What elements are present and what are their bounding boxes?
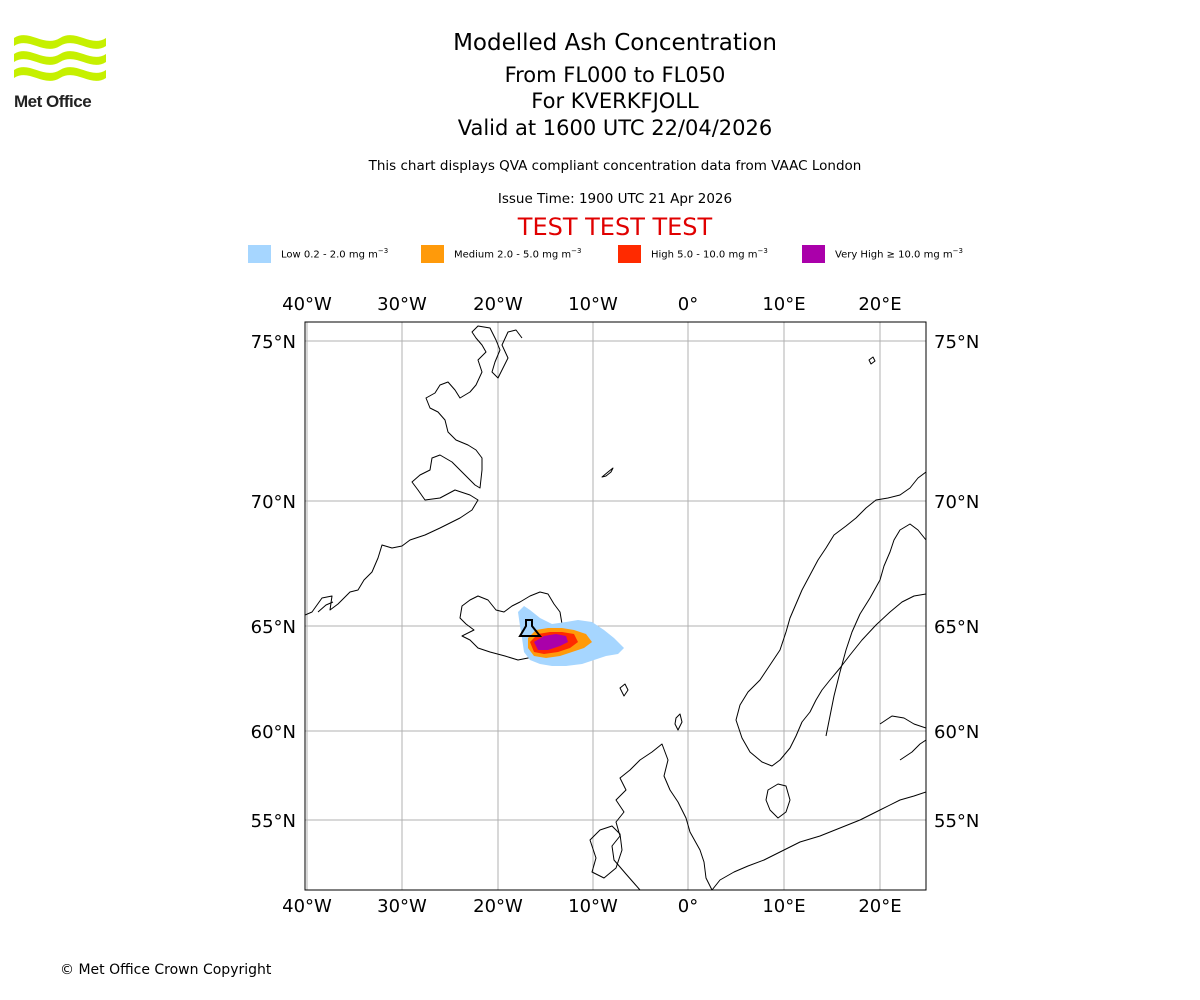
flight-level-range: From FL000 to FL050: [504, 63, 726, 87]
lon-tick-label-bottom: 10°W: [568, 896, 618, 917]
lat-tick-label-left: 55°N: [251, 811, 296, 832]
greenland-inlet: [317, 601, 334, 613]
ireland: [589, 825, 623, 879]
lat-tick-label-left: 75°N: [251, 332, 296, 353]
great-britain: [611, 743, 713, 890]
lat-tick-label-right: 70°N: [934, 492, 979, 513]
shetland: [674, 713, 683, 731]
ash-plume: [518, 606, 624, 666]
scandinavia: [735, 471, 926, 767]
legend-swatch-medium: [421, 245, 444, 263]
legend-swatch-very-high: [802, 245, 825, 263]
lat-tick-label-right: 75°N: [934, 332, 979, 353]
legend-item-high: High 5.0 - 10.0 mg m−3: [618, 244, 768, 264]
greenland-coast: [305, 325, 523, 616]
issue-time: Issue Time: 1900 UTC 21 Apr 2026: [497, 191, 733, 207]
lon-tick-label-bottom: 30°W: [377, 896, 427, 917]
legend-label-high: High 5.0 - 10.0 mg m: [651, 249, 758, 261]
legend-item-very-high: Very High ≥ 10.0 mg m−3: [802, 244, 963, 264]
denmark: [765, 783, 791, 819]
lon-tick-label-bottom: 0°: [678, 896, 698, 917]
copyright-notice: © Met Office Crown Copyright: [60, 962, 272, 978]
lon-tick-label-top: 10°E: [762, 294, 805, 315]
lat-tick-label-left: 65°N: [251, 617, 296, 638]
scandinavia-east: [825, 523, 926, 737]
legend-label-very-high: Very High ≥ 10.0 mg m: [835, 249, 953, 261]
lon-tick-label-top: 0°: [678, 294, 698, 315]
faroe-islands: [619, 683, 629, 697]
legend-swatch-low: [248, 245, 271, 263]
chart-description: This chart displays QVA compliant concen…: [368, 158, 862, 174]
map-frame: [304, 321, 927, 891]
lon-tick-label-top: 20°E: [858, 294, 901, 315]
axis-tick-labels: 40°W 40°W 30°W 30°W 20°W 20°W 10°W 10°W 0° 0° 10°E…: [251, 294, 980, 917]
legend-label-medium: Medium 2.0 - 5.0 mg m: [454, 249, 572, 261]
test-banner: TEST TEST TEST: [517, 213, 713, 241]
baltic-east-2: [899, 739, 926, 761]
lat-tick-label-right: 55°N: [934, 811, 979, 832]
legend-item-low: Low 0.2 - 2.0 mg m−3: [248, 244, 388, 264]
graticule: [305, 322, 926, 890]
lat-tick-label-right: 65°N: [934, 617, 979, 638]
lon-tick-label-top: 40°W: [282, 294, 332, 315]
continent-coast: [711, 791, 926, 890]
lat-tick-label-left: 60°N: [251, 722, 296, 743]
lon-tick-label-bottom: 20°E: [858, 896, 901, 917]
logo-text: Met Office: [14, 92, 92, 111]
baltic-east: [879, 715, 926, 729]
lat-tick-label-right: 60°N: [934, 722, 979, 743]
volcano-marker-icon: [518, 619, 543, 637]
legend-label-low: Low 0.2 - 2.0 mg m: [281, 249, 378, 261]
lon-tick-label-top: 20°W: [473, 294, 523, 315]
bear-island: [868, 356, 876, 365]
ash-very-high: [534, 634, 568, 650]
chart-title: Modelled Ash Concentration: [453, 30, 777, 56]
lon-tick-label-top: 10°W: [568, 294, 618, 315]
valid-time: Valid at 1600 UTC 22/04/2026: [457, 116, 773, 140]
coastlines: [305, 325, 926, 890]
jan-mayen: [601, 467, 614, 478]
met-office-waves-icon: [14, 35, 106, 81]
legend-swatch-high: [618, 245, 641, 263]
lon-tick-label-bottom: 40°W: [282, 896, 332, 917]
met-office-logo: Met Office: [14, 30, 106, 111]
lat-tick-label-left: 70°N: [251, 492, 296, 513]
lon-tick-label-bottom: 20°W: [473, 896, 523, 917]
legend: Low 0.2 - 2.0 mg m−3 Medium 2.0 - 5.0 mg…: [0, 244, 1200, 264]
lon-tick-label-bottom: 10°E: [762, 896, 805, 917]
legend-item-medium: Medium 2.0 - 5.0 mg m−3: [421, 244, 581, 264]
lon-tick-label-top: 30°W: [377, 294, 427, 315]
volcano-name: For KVERKFJOLL: [531, 89, 699, 113]
